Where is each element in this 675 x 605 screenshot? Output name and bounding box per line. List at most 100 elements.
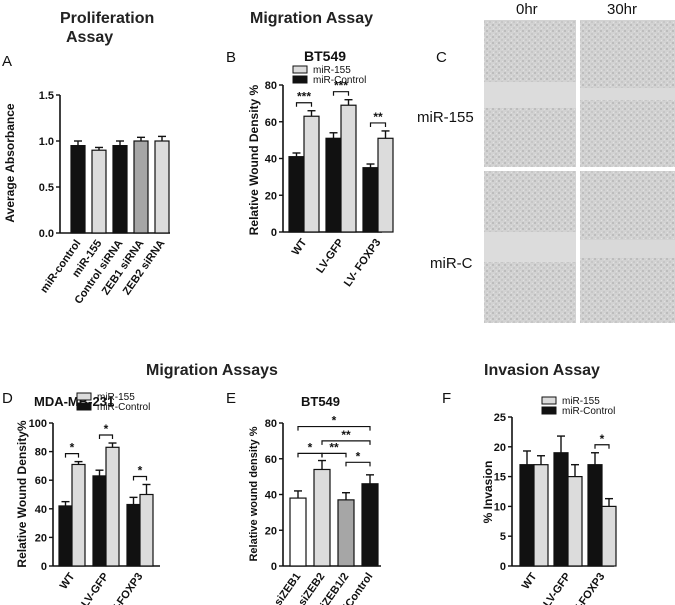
y-axis-label: % Invasion [481, 461, 495, 524]
bar-mir-control [325, 137, 342, 233]
y-tick-label: 80 [35, 447, 47, 459]
y-tick-label: 20 [35, 532, 47, 544]
legend-swatch [292, 65, 308, 74]
migration-heading-top: Migration Assay [250, 10, 373, 27]
chart-b: BT549 0 20 40 60 80 Relative Wound Density % WT… [247, 48, 394, 289]
y-axis-label: Relative Wound Density% [15, 420, 29, 567]
time-label-30hr: 30hr [607, 1, 637, 18]
legend-swatch [76, 392, 92, 401]
bar-mir-control [519, 464, 535, 567]
y-tick-label: 0 [271, 227, 277, 239]
y-axis-label: Relative Wound Density % [247, 84, 261, 235]
y-tick-label: 0 [271, 561, 277, 573]
x-tick-label: LV-FOXP3 [106, 571, 146, 605]
significance-label: * [138, 463, 143, 477]
y-tick-label: 40 [35, 504, 47, 516]
bar-mir-control [288, 156, 305, 233]
significance-bracket [332, 91, 350, 96]
x-tick-label: LV- FOXP3 [342, 237, 384, 289]
chart-title: BT549 [301, 394, 340, 409]
significance-bracket [321, 452, 347, 458]
bar-mir-control [126, 503, 141, 567]
bar [70, 145, 86, 234]
panel-letter-b: B [226, 49, 236, 66]
significance-label: *** [297, 90, 311, 104]
bar-mir-155 [303, 115, 320, 233]
bar [361, 483, 379, 567]
legend-label: miR-155 [313, 65, 351, 76]
y-tick-label: 1.5 [39, 90, 54, 102]
bar-mir-155 [139, 493, 154, 567]
legend-swatch [541, 396, 557, 405]
significance-label: ** [329, 440, 339, 454]
significance-bracket [295, 102, 313, 107]
y-tick-label: 80 [265, 418, 277, 430]
bar [112, 145, 128, 234]
bar [289, 497, 307, 567]
y-tick-label: 25 [494, 412, 506, 424]
x-tick-label: LV-GFP [314, 237, 346, 276]
significance-label: ** [341, 428, 351, 442]
chart-title: BT549 [304, 48, 346, 64]
y-tick-label: 40 [265, 490, 277, 502]
micrograph-mir155-0hr [484, 20, 576, 167]
x-tick-label: LV-GFP [79, 571, 111, 605]
significance-bracket [64, 453, 80, 458]
panel-letter-e: E [226, 390, 236, 407]
bar-mir-155 [340, 104, 357, 233]
legend-swatch [76, 402, 92, 411]
y-tick-label: 15 [494, 472, 506, 484]
x-tick-label: LV-FOXP3 [568, 571, 608, 605]
legend-swatch [292, 75, 308, 84]
panel-letter-f: F [442, 390, 451, 407]
legend-label: miR-Control [97, 402, 150, 413]
y-tick-label: 1.0 [39, 136, 54, 148]
x-tick-label: LV-GFP [541, 571, 573, 605]
significance-bracket [98, 434, 114, 440]
micrograph-mirc-30hr [580, 171, 675, 323]
invasion-heading: Invasion Assay [484, 362, 600, 379]
y-axis-label: Relative wound density % [248, 426, 260, 561]
proliferation-heading-line1: Proliferation [60, 10, 154, 27]
significance-bracket [594, 444, 610, 449]
bar-mir-155 [533, 464, 549, 567]
x-tick-label: WT [520, 571, 540, 592]
proliferation-heading-line2: Assay [66, 29, 113, 46]
legend-label: miR-Control [562, 406, 615, 417]
micrograph-mir155-30hr [580, 20, 675, 167]
bar-mir-control [92, 475, 107, 567]
migration-heading-bottom: Migration Assays [146, 362, 278, 379]
significance-bracket [132, 475, 148, 481]
bar [133, 140, 149, 234]
y-axis-label: Average Absorbance [3, 103, 17, 222]
significance-label: *** [334, 79, 348, 93]
y-tick-label: 40 [265, 154, 277, 166]
y-tick-label: 20 [265, 190, 277, 202]
y-tick-label: 0 [500, 561, 506, 573]
bar-mir-155 [71, 463, 86, 567]
y-tick-label: 0.5 [39, 182, 54, 194]
y-tick-label: 60 [265, 117, 277, 129]
legend-label: miR-Control [313, 75, 366, 86]
bar-mir-control [553, 452, 569, 567]
y-tick-label: 20 [494, 442, 506, 454]
significance-label: * [308, 440, 313, 454]
significance-label: * [356, 449, 361, 463]
significance-label: * [600, 432, 605, 446]
bar-mir-155 [377, 137, 394, 233]
y-tick-label: 80 [265, 80, 277, 92]
bar-mir-control [587, 464, 603, 567]
significance-bracket [321, 440, 371, 445]
y-tick-label: 100 [29, 418, 47, 430]
row-label-mirc: miR-C [430, 255, 473, 272]
chart-title: MDA-MB-231 [34, 394, 114, 409]
legend-swatch [541, 406, 557, 415]
panel-letter-c: C [436, 49, 447, 66]
panel-letter-a: A [2, 53, 12, 70]
bar [313, 468, 331, 567]
bar [337, 499, 355, 567]
significance-bracket [369, 122, 387, 127]
